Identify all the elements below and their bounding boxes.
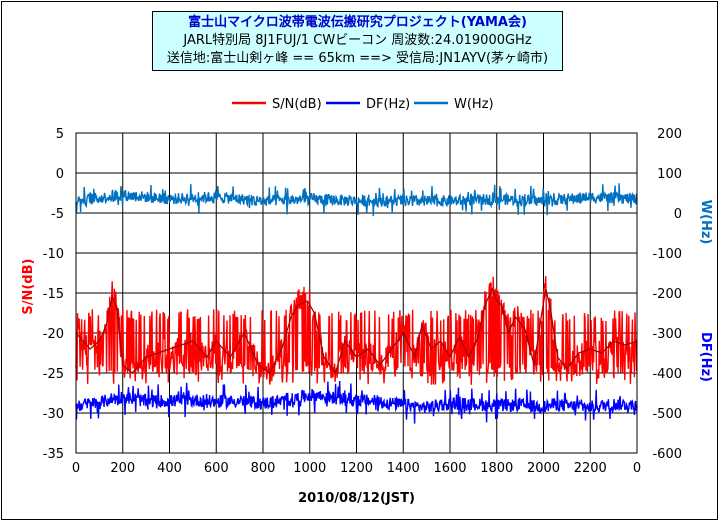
y-right-tick-label: -300 [652,327,682,342]
chart-title: 富士山マイクロ波帯電波伝搬研究プロジェクト(YAMA会) [188,15,527,30]
y-left-tick-label: -10 [43,247,64,262]
y-left-tick-label: 5 [56,127,64,142]
x-tick-label: 0 [72,461,80,476]
series-line-2 [75,183,638,217]
x-tick-label: 400 [157,461,182,476]
y-axis-left-label: S/N(dB) [21,259,36,315]
legend-label: S/N(dB) [272,97,322,112]
x-axis-label: 2010/08/12(JST) [298,491,415,506]
chart-subtitle-2: 送信地:富士山剣ヶ峰 == 65km ==> 受信局:JN1AYV(茅ヶ崎市) [166,51,549,66]
plot-border [75,132,638,454]
series-trend-0 [75,287,638,375]
y-right-tick-label: -500 [652,407,682,422]
chart-subtitle-1: JARL特別局 8J1FUJ/1 CWビーコン 周波数:24.019000GHz [183,33,532,48]
legend-label: W(Hz) [454,97,494,112]
y-left-tick-label: -5 [51,207,64,222]
x-tick-label: 0 [633,461,641,476]
x-tick-label: 200 [110,461,135,476]
y-right-tick-label: -600 [652,447,682,462]
x-tick-label: 1000 [293,461,326,476]
x-tick-label: 800 [251,461,276,476]
y-axis-right-top-label: W(Hz) [698,200,713,245]
y-left-tick-label: -35 [43,447,64,462]
y-left-tick-label: -30 [43,407,64,422]
x-tick-label: 600 [204,461,229,476]
y-right-tick-label: -400 [652,367,682,382]
series-layer [75,183,638,424]
y-right-tick-label: -200 [652,287,682,302]
x-tick-label: 1200 [340,461,373,476]
y-left-tick-label: -20 [43,327,64,342]
y-left-tick-label: 0 [56,167,64,182]
series-line-0 [75,276,638,385]
series-line-1 [75,380,638,424]
y-right-tick-label: 100 [657,167,682,182]
x-tick-label: 1400 [387,461,420,476]
x-tick-label: 1800 [480,461,513,476]
chart-title-box: 富士山マイクロ波帯電波伝搬研究プロジェクト(YAMA会) JARL特別局 8J1… [152,11,563,71]
y-left-tick-label: -25 [43,367,64,382]
x-tick-label: 1600 [433,461,466,476]
y-axis-right-label: DF(Hz) [698,332,713,382]
x-tick-label: 2000 [527,461,560,476]
x-tick-label: 2200 [574,461,607,476]
ticks-layer: 0 200 400 600 800 1000 1200 1400 1600 1800 2000 220… [43,127,682,476]
y-left-tick-label: -15 [43,287,64,302]
y-right-tick-label: 200 [657,127,682,142]
y-right-tick-label: -100 [652,247,682,262]
legend: S/N(dB) DF(Hz) W(Hz) [232,97,494,112]
legend-label: DF(Hz) [366,97,410,112]
y-right-tick-label: 0 [674,207,682,222]
